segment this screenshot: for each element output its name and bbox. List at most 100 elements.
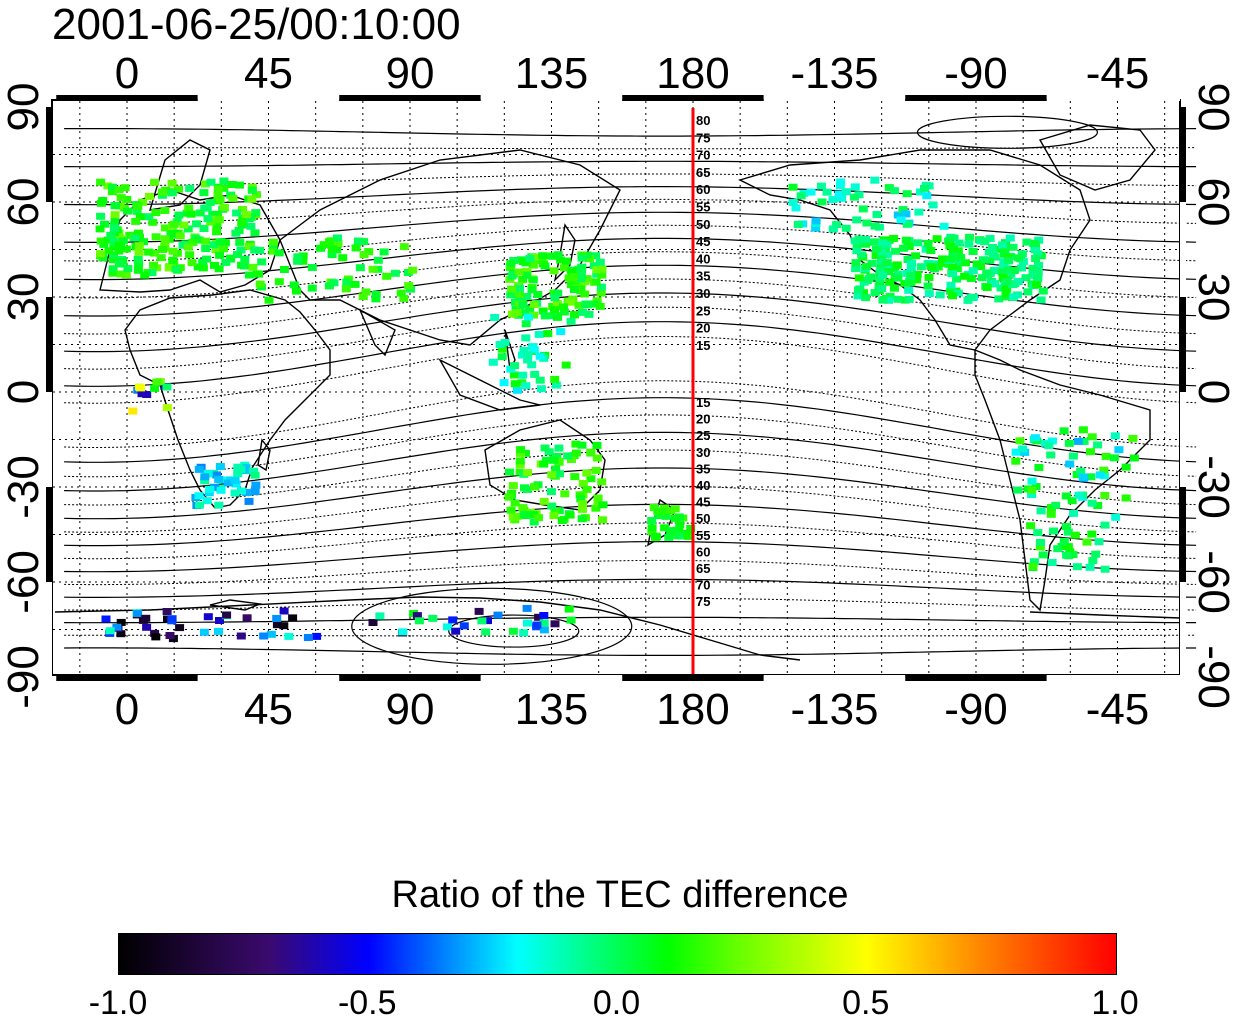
tec-cell (303, 634, 313, 641)
tec-cell (522, 293, 532, 300)
tec-cell (550, 306, 559, 314)
tec-cell (212, 228, 222, 236)
tec-cell (553, 313, 562, 321)
tec-cell (885, 292, 895, 300)
tec-cell (660, 504, 669, 512)
tec-cell (901, 236, 911, 244)
tec-cell (1110, 432, 1120, 440)
tec-cell (913, 239, 923, 247)
tec-cell (832, 221, 842, 229)
tec-cell (355, 264, 365, 272)
tec-cell (242, 489, 252, 496)
tec-cell (139, 238, 148, 246)
tec-cell (264, 296, 274, 304)
tec-cell (1004, 257, 1014, 265)
left-tick-label: 90 (0, 82, 48, 132)
tec-cell (140, 271, 150, 279)
tec-cell (1015, 437, 1025, 445)
tec-cell (195, 209, 205, 217)
tec-cell (251, 209, 261, 217)
tec-cell (528, 261, 538, 269)
tec-cell (495, 341, 505, 348)
contour-label: 35 (696, 461, 710, 476)
tec-cell (822, 188, 832, 196)
tec-cell (150, 384, 160, 392)
tec-cell (516, 449, 525, 457)
tec-cell (896, 216, 906, 224)
tec-cell (916, 263, 926, 271)
tec-cell (226, 254, 236, 262)
tec-cell (199, 225, 209, 232)
tec-cell (683, 532, 693, 540)
tec-cell (923, 239, 933, 247)
tec-cell (539, 626, 549, 634)
tec-cell (530, 370, 540, 378)
left-tick-label: -60 (0, 550, 48, 614)
tec-cell (220, 239, 230, 247)
tec-cell (850, 183, 860, 191)
tec-cell (871, 252, 881, 259)
tec-cell (298, 257, 308, 265)
tec-cell (1072, 563, 1082, 571)
tec-cell (882, 259, 892, 267)
tec-cell (246, 222, 256, 230)
tec-cell (250, 229, 260, 237)
tec-cell (550, 507, 560, 515)
tec-cell (870, 289, 880, 297)
tec-cell (135, 213, 145, 221)
tec-cell (179, 221, 189, 229)
tec-cell (493, 611, 503, 619)
tec-cell (876, 257, 886, 265)
tec-cell (215, 251, 225, 259)
tec-cell (521, 512, 531, 520)
contour-label: 45 (696, 495, 710, 510)
tec-cell (1030, 240, 1040, 247)
tec-cell (149, 249, 159, 257)
tec-cell (169, 220, 179, 228)
tec-cell (248, 263, 258, 271)
tec-cell (238, 206, 247, 213)
tec-cell (151, 233, 161, 241)
tec-cell (1099, 466, 1109, 474)
tec-cell (538, 260, 548, 268)
tec-cell (110, 211, 120, 219)
tec-cell (893, 274, 903, 282)
tec-cell (834, 190, 844, 198)
tec-cell (904, 286, 914, 294)
tec-cell (167, 179, 177, 187)
tec-cell (241, 464, 251, 472)
tec-cell (884, 296, 893, 304)
tec-cell (185, 184, 195, 192)
tec-cell (878, 296, 888, 304)
tec-cell (133, 255, 143, 263)
tec-cell (977, 274, 987, 282)
bottom-tick-label: 180 (656, 685, 730, 734)
tec-cell (1033, 273, 1043, 281)
tec-cell (382, 272, 392, 280)
tec-cell (103, 182, 113, 190)
tec-cell (937, 259, 947, 267)
tec-cell (515, 457, 525, 465)
tec-cell (922, 192, 932, 200)
tec-cell (1095, 471, 1105, 479)
tec-cell (201, 237, 211, 245)
contour-label: 75 (696, 130, 710, 145)
colorbar-tick-label: -1.0 (88, 984, 148, 1022)
tec-cell (924, 274, 934, 281)
tec-cell (841, 188, 851, 196)
tec-cell (206, 178, 216, 186)
tec-cell (945, 255, 955, 263)
tec-cell (952, 275, 962, 283)
tec-cell (1121, 463, 1131, 471)
tec-cell (116, 270, 126, 278)
tec-cell (215, 238, 225, 246)
tec-cell (428, 614, 438, 622)
tec-cell (522, 267, 532, 275)
tec-cell (1074, 491, 1084, 499)
tec-cell (1073, 437, 1083, 445)
tec-cell (859, 289, 868, 297)
tec-cell (571, 440, 581, 448)
tec-cell (212, 221, 222, 229)
tec-cell (214, 627, 223, 635)
tec-cell (674, 532, 684, 540)
